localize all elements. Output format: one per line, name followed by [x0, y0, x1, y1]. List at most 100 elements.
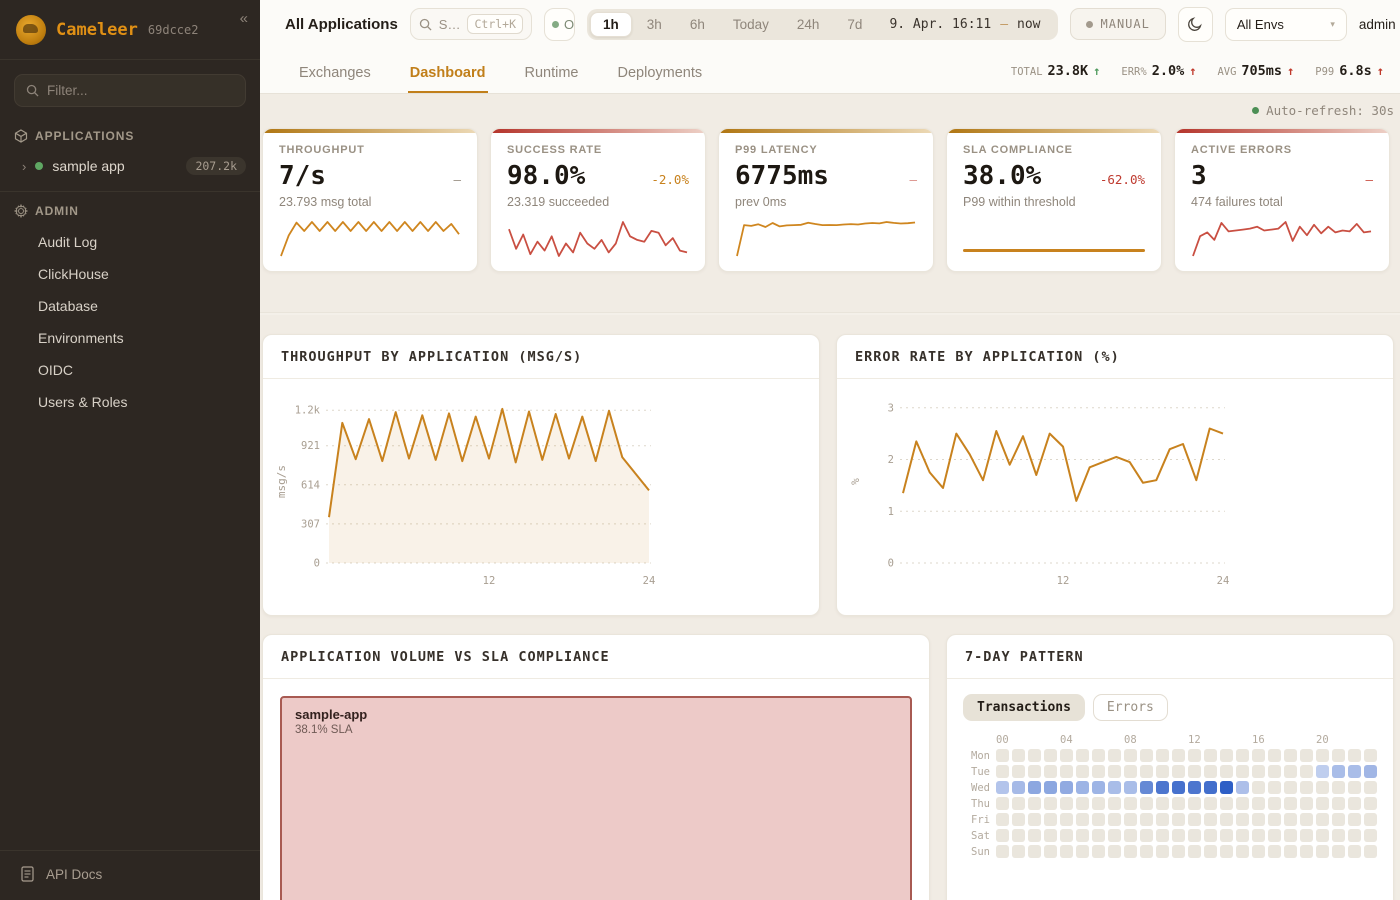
heatmap-cell[interactable]	[1140, 765, 1153, 778]
heatmap-cell[interactable]	[1332, 829, 1345, 842]
heatmap-cell[interactable]	[1364, 829, 1377, 842]
heatmap-cell[interactable]	[1028, 765, 1041, 778]
sidebar-item-users-roles[interactable]: Users & Roles	[38, 394, 128, 410]
heatmap-cell[interactable]	[1364, 797, 1377, 810]
heatmap-cell[interactable]	[1172, 749, 1185, 762]
heatmap-cell[interactable]	[1284, 765, 1297, 778]
heatmap-cell[interactable]	[1268, 749, 1281, 762]
heatmap-cell[interactable]	[1124, 845, 1137, 858]
heatmap-cell[interactable]	[1012, 749, 1025, 762]
heatmap-cell[interactable]	[1044, 765, 1057, 778]
heatmap-cell[interactable]	[1156, 829, 1169, 842]
heatmap-cell[interactable]	[1012, 829, 1025, 842]
heatmap-cell[interactable]	[1204, 829, 1217, 842]
heatmap-cell[interactable]	[1316, 845, 1329, 858]
heatmap-cell[interactable]	[1268, 765, 1281, 778]
tab-runtime[interactable]: Runtime	[524, 65, 579, 81]
heatmap-cell[interactable]	[1076, 749, 1089, 762]
heatmap-cell[interactable]	[1236, 781, 1249, 794]
heatmap-cell[interactable]	[1108, 797, 1121, 810]
heatmap-cell[interactable]	[1284, 749, 1297, 762]
heatmap-cell[interactable]	[1204, 765, 1217, 778]
sidebar-item-api-docs[interactable]: API Docs	[0, 850, 260, 900]
time-range-7d[interactable]: 7d	[847, 16, 863, 32]
heatmap-cell[interactable]	[1092, 765, 1105, 778]
heatmap-cell[interactable]	[1284, 797, 1297, 810]
heatmap-cell[interactable]	[996, 765, 1009, 778]
environment-select[interactable]: All Envs ▾	[1224, 7, 1347, 41]
heatmap-cell[interactable]	[1156, 813, 1169, 826]
heatmap-cell[interactable]	[1092, 845, 1105, 858]
heatmap-cell[interactable]	[1188, 813, 1201, 826]
heatmap-cell[interactable]	[1124, 813, 1137, 826]
heatmap-cell[interactable]	[1044, 845, 1057, 858]
heatmap-cell[interactable]	[1140, 829, 1153, 842]
heatmap-cell[interactable]	[1268, 813, 1281, 826]
time-range-6h[interactable]: 6h	[689, 16, 705, 32]
heatmap-cell[interactable]	[1252, 845, 1265, 858]
heatmap-cell[interactable]	[1044, 781, 1057, 794]
heatmap-cell[interactable]	[1268, 845, 1281, 858]
heatmap-cell[interactable]	[1300, 749, 1313, 762]
heatmap-cell[interactable]	[1252, 813, 1265, 826]
heatmap-cell[interactable]	[1220, 749, 1233, 762]
heatmap-cell[interactable]	[1028, 845, 1041, 858]
heatmap-cell[interactable]	[1124, 829, 1137, 842]
heatmap-cell[interactable]	[1076, 845, 1089, 858]
heatmap-cell[interactable]	[1300, 765, 1313, 778]
heatmap-cell[interactable]	[1188, 845, 1201, 858]
heatmap-cell[interactable]	[1108, 749, 1121, 762]
heatmap-cell[interactable]	[1172, 765, 1185, 778]
heatmap-cell[interactable]	[1204, 749, 1217, 762]
heatmap-cell[interactable]	[1316, 829, 1329, 842]
heatmap-cell[interactable]	[1284, 845, 1297, 858]
heatmap-cell[interactable]	[1060, 845, 1073, 858]
heatmap-cell[interactable]	[1284, 813, 1297, 826]
sidebar-item-environments[interactable]: Environments	[38, 330, 124, 346]
heatmap-cell[interactable]	[996, 797, 1009, 810]
heatmap-cell[interactable]	[1188, 749, 1201, 762]
manual-refresh-button[interactable]: MANUAL	[1069, 8, 1166, 40]
heatmap-cell[interactable]	[1172, 845, 1185, 858]
heatmap-cell[interactable]	[1364, 749, 1377, 762]
heatmap-cell[interactable]	[1252, 765, 1265, 778]
heatmap-cell[interactable]	[1028, 797, 1041, 810]
heatmap-cell[interactable]	[1268, 781, 1281, 794]
heatmap-cell[interactable]	[1092, 813, 1105, 826]
heatmap-cell[interactable]	[1348, 781, 1361, 794]
heatmap-cell[interactable]	[1044, 829, 1057, 842]
heatmap-cell[interactable]	[1316, 749, 1329, 762]
heatmap-cell[interactable]	[1156, 845, 1169, 858]
heatmap-cell[interactable]	[1076, 813, 1089, 826]
status-pill[interactable]: O	[544, 7, 576, 41]
heatmap-cell[interactable]	[1028, 749, 1041, 762]
sidebar-item-audit-log[interactable]: Audit Log	[38, 234, 98, 250]
heatmap-cell[interactable]	[1188, 765, 1201, 778]
heatmap-cell[interactable]	[1236, 845, 1249, 858]
heatmap-cell[interactable]	[1220, 829, 1233, 842]
heatmap-cell[interactable]	[1044, 813, 1057, 826]
chevron-right-icon[interactable]: ›	[22, 158, 27, 174]
heatmap-cell[interactable]	[1076, 829, 1089, 842]
heatmap-cell[interactable]	[1220, 765, 1233, 778]
heatmap-cell[interactable]	[1332, 781, 1345, 794]
heatmap-cell[interactable]	[1140, 845, 1153, 858]
heatmap-cell[interactable]	[1156, 797, 1169, 810]
heatmap-cell[interactable]	[1204, 845, 1217, 858]
heatmap-cell[interactable]	[1076, 781, 1089, 794]
heatmap-cell[interactable]	[1012, 781, 1025, 794]
heatmap-cell[interactable]	[1204, 797, 1217, 810]
heatmap-cell[interactable]	[1028, 829, 1041, 842]
heatmap-cell[interactable]	[1300, 797, 1313, 810]
heatmap-cell[interactable]	[1172, 797, 1185, 810]
heatmap-cell[interactable]	[1172, 829, 1185, 842]
tab-exchanges[interactable]: Exchanges	[299, 65, 371, 81]
heatmap-cell[interactable]	[1364, 845, 1377, 858]
heatmap-cell[interactable]	[1140, 813, 1153, 826]
heatmap-cell[interactable]	[1252, 781, 1265, 794]
heatmap-cell[interactable]	[1252, 797, 1265, 810]
heatmap-cell[interactable]	[1044, 749, 1057, 762]
heatmap-cell[interactable]	[996, 749, 1009, 762]
heatmap-cell[interactable]	[1204, 781, 1217, 794]
heatmap-cell[interactable]	[1236, 797, 1249, 810]
